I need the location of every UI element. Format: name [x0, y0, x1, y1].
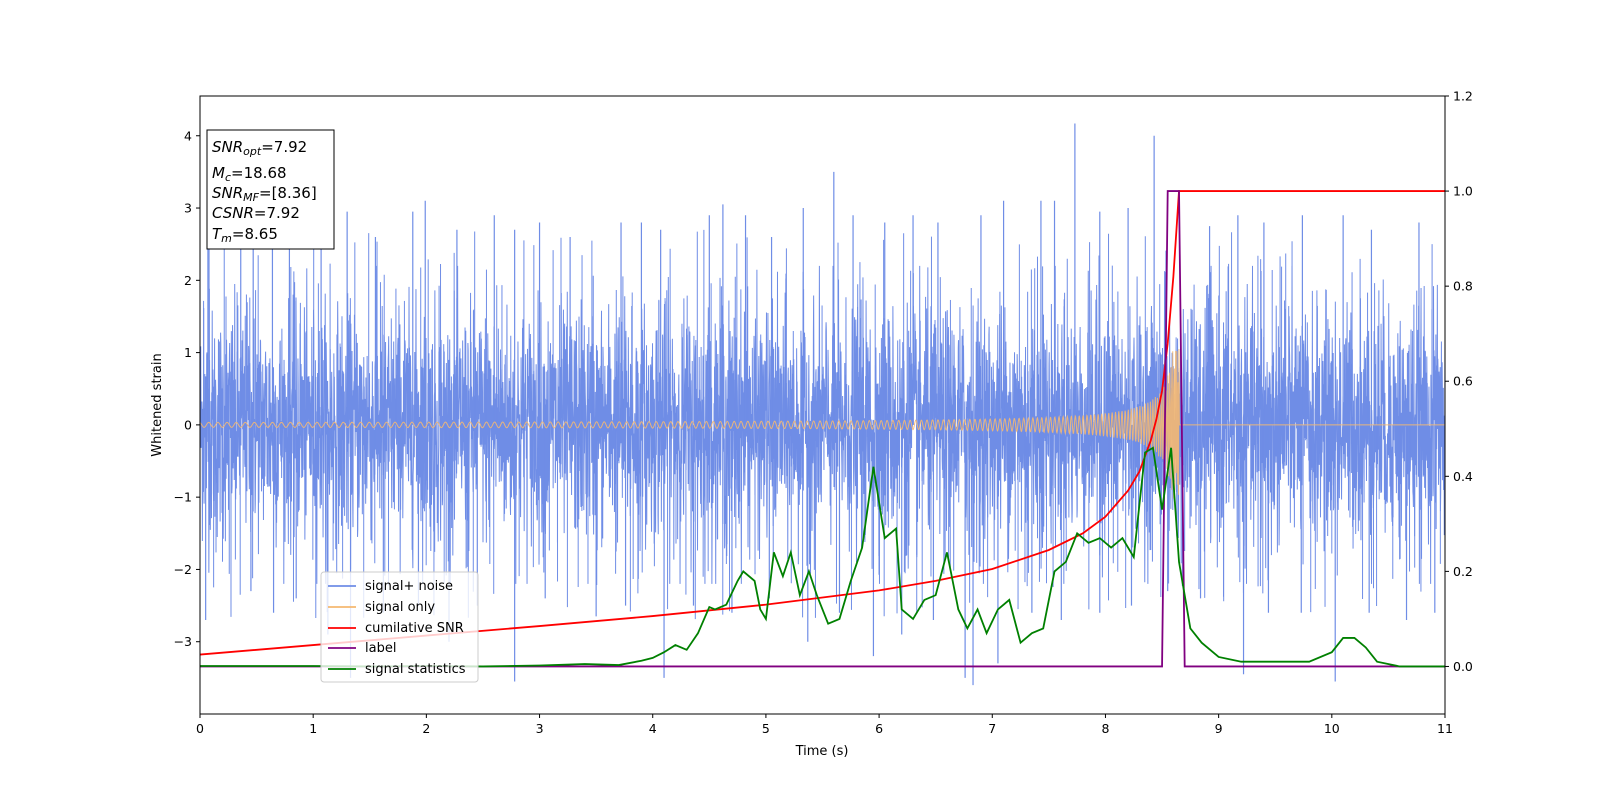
- x-axis-label: Time (s): [795, 744, 849, 759]
- y-tick-label: 0: [184, 417, 192, 432]
- x-axis-ticks: 0 1 2 3 4 5 6 7 8 9 10 11: [196, 714, 1453, 736]
- legend-label-cumulative-snr: cumilative SNR: [365, 621, 464, 636]
- legend-label-signal-only: signal only: [365, 600, 435, 615]
- info-csnr: CSNR=7.92: [212, 204, 300, 222]
- legend-label-signal-noise: signal+ noise: [365, 579, 453, 594]
- x-tick-label: 8: [1101, 721, 1109, 736]
- x-tick-label: 4: [649, 721, 657, 736]
- info-snr-mf: SNRMF=[8.36]: [212, 184, 317, 204]
- info-mc: Mc=18.68: [212, 164, 287, 184]
- x-tick-label: 2: [422, 721, 430, 736]
- y-axis-label: Whitened strain: [150, 353, 165, 456]
- info-snr-opt: SNRopt=7.92: [212, 138, 307, 158]
- legend: signal+ noise signal only cumilative SNR…: [320, 571, 479, 683]
- y2-tick-label: 1.2: [1453, 89, 1473, 104]
- info-tm-main: T: [212, 225, 223, 243]
- info-box-frame: [206, 129, 335, 250]
- info-snr-mf-main: SNR: [212, 184, 243, 202]
- legend-label-signal-statistics: signal statistics: [365, 662, 466, 677]
- x-tick-label: 9: [1215, 721, 1223, 736]
- info-snr-mf-value: =[8.36]: [259, 184, 317, 202]
- x-tick-label: 10: [1324, 721, 1340, 736]
- x-tick-label: 7: [988, 721, 996, 736]
- info-csnr-value: =7.92: [254, 204, 300, 222]
- info-snr-opt-main: SNR: [212, 138, 243, 156]
- x-tick-label: 1: [309, 721, 317, 736]
- x-tick-label: 3: [536, 721, 544, 736]
- y-tick-label: −3: [174, 634, 192, 649]
- info-box: SNRopt=7.92 Mc=18.68 SNRMF=[8.36] CSNR=7…: [206, 129, 335, 250]
- info-snr-opt-value: =7.92: [261, 138, 307, 156]
- y2-tick-label: 0.4: [1453, 469, 1473, 484]
- info-mc-sub: c: [225, 171, 231, 184]
- y-tick-label: −1: [174, 490, 192, 505]
- y2-tick-label: 1.0: [1453, 184, 1473, 199]
- x-tick-label: 5: [762, 721, 770, 736]
- info-snr-opt-sub: opt: [243, 145, 262, 158]
- y2-tick-label: 0.2: [1453, 564, 1473, 579]
- y2-tick-label: 0.0: [1453, 659, 1473, 674]
- x-tick-label: 11: [1437, 721, 1453, 736]
- y-tick-label: 4: [184, 128, 192, 143]
- signal-noise-spikes: [203, 123, 1441, 686]
- label-line: [200, 190, 1445, 668]
- info-mc-value: =18.68: [231, 164, 287, 182]
- info-csnr-main: CSNR: [212, 204, 254, 222]
- legend-label-label: label: [365, 641, 396, 656]
- y-tick-label: 1: [184, 345, 192, 360]
- info-snr-mf-sub: MF: [243, 191, 259, 204]
- y-tick-label: 2: [184, 273, 192, 288]
- signal-only-line: [200, 348, 1445, 499]
- plot-frame: [199, 95, 1446, 715]
- y-axis-ticks: −3 −2 −1 0 1 2 3 4: [174, 128, 200, 649]
- plot-area: [200, 123, 1445, 686]
- info-tm: Tm=8.65: [212, 225, 278, 245]
- y-tick-label: −2: [174, 562, 192, 577]
- signal-statistics-line: [200, 446, 1445, 668]
- legend-frame: [320, 571, 479, 683]
- info-tm-value: =8.65: [232, 225, 278, 243]
- signal-noise-band: [200, 265, 1445, 584]
- y2-tick-label: 0.8: [1453, 279, 1473, 294]
- x-tick-label: 6: [875, 721, 883, 736]
- x-tick-label: 0: [196, 721, 204, 736]
- info-tm-sub: m: [221, 232, 232, 245]
- y2-axis-ticks: 0.0 0.2 0.4 0.6 0.8 1.0 1.2: [1445, 89, 1473, 674]
- y-tick-label: 3: [184, 201, 192, 216]
- y2-tick-label: 0.6: [1453, 374, 1473, 389]
- info-mc-main: M: [212, 164, 225, 182]
